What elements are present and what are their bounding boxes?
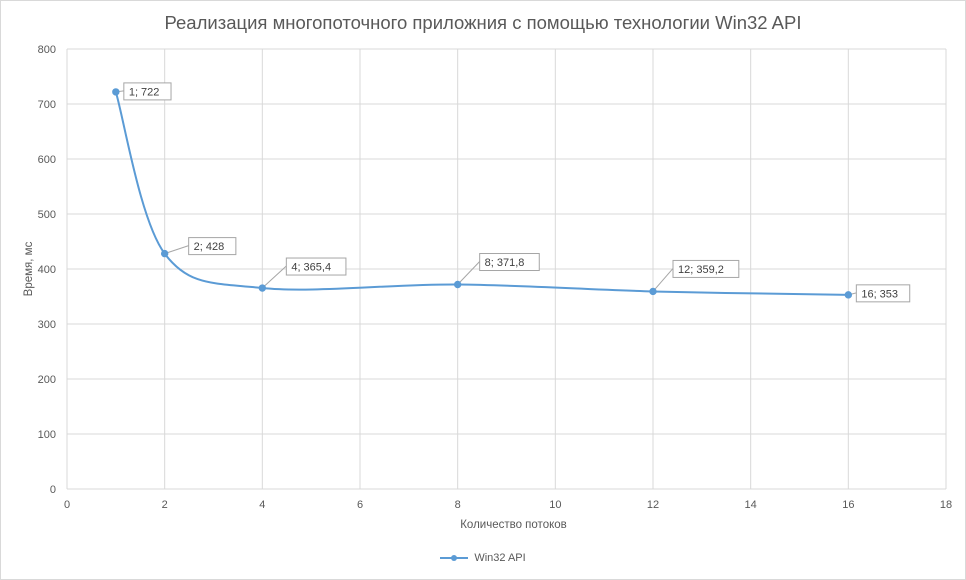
series-line: [114, 91, 849, 296]
x-tick-label: 8: [455, 499, 461, 511]
legend-label: Win32 API: [474, 552, 526, 564]
x-tick-label: 10: [549, 499, 561, 511]
data-point: [258, 284, 267, 292]
x-tick-label: 0: [64, 499, 70, 511]
data-label: 16; 353: [861, 288, 898, 300]
x-tick-label: 12: [647, 499, 659, 511]
data-label-box: [123, 82, 172, 101]
data-label: 1; 722: [129, 86, 160, 98]
y-tick-label: 600: [38, 154, 56, 166]
data-point: [112, 88, 120, 96]
y-tick-label: 0: [50, 484, 56, 496]
x-tick-label: 18: [940, 499, 952, 511]
legend-swatch-icon: [440, 552, 469, 564]
data-label-box: [188, 237, 237, 256]
data-label: 8; 371,8: [485, 257, 525, 269]
data-label: 12; 359,2: [678, 264, 724, 276]
y-tick-label: 100: [38, 429, 56, 441]
y-tick-label: 200: [38, 374, 56, 386]
y-tick-label: 800: [38, 44, 56, 56]
y-axis-title: Время, мс: [23, 241, 35, 296]
y-tick-label: 400: [38, 264, 56, 276]
data-label-leader: [261, 265, 287, 289]
x-tick-label: 2: [162, 499, 168, 511]
data-label-box: [672, 259, 740, 278]
x-axis-title: Количество потоков: [460, 519, 567, 531]
x-tick-label: 16: [842, 499, 854, 511]
data-label-box: [285, 257, 347, 276]
data-label-box: [855, 284, 911, 303]
chart-title: Реализация многопоточного приложния с по…: [164, 12, 802, 33]
y-tick-label: 700: [38, 99, 56, 111]
data-label-leader: [457, 261, 481, 285]
data-label: 4; 365,4: [291, 262, 331, 274]
x-tick-label: 4: [259, 499, 265, 511]
data-point: [160, 249, 169, 258]
data-label-box: [479, 253, 540, 272]
y-tick-label: 300: [38, 319, 56, 331]
x-tick-label: 6: [357, 499, 363, 511]
data-point: [844, 291, 853, 299]
data-label-leader: [652, 268, 674, 292]
legend: Win32 API: [0, 552, 966, 564]
data-point: [453, 280, 462, 289]
y-tick-label: 500: [38, 209, 56, 221]
x-tick-label: 14: [745, 499, 757, 511]
data-label-leader: [164, 245, 189, 255]
data-label: 2; 428: [194, 241, 225, 253]
data-point: [649, 287, 657, 296]
